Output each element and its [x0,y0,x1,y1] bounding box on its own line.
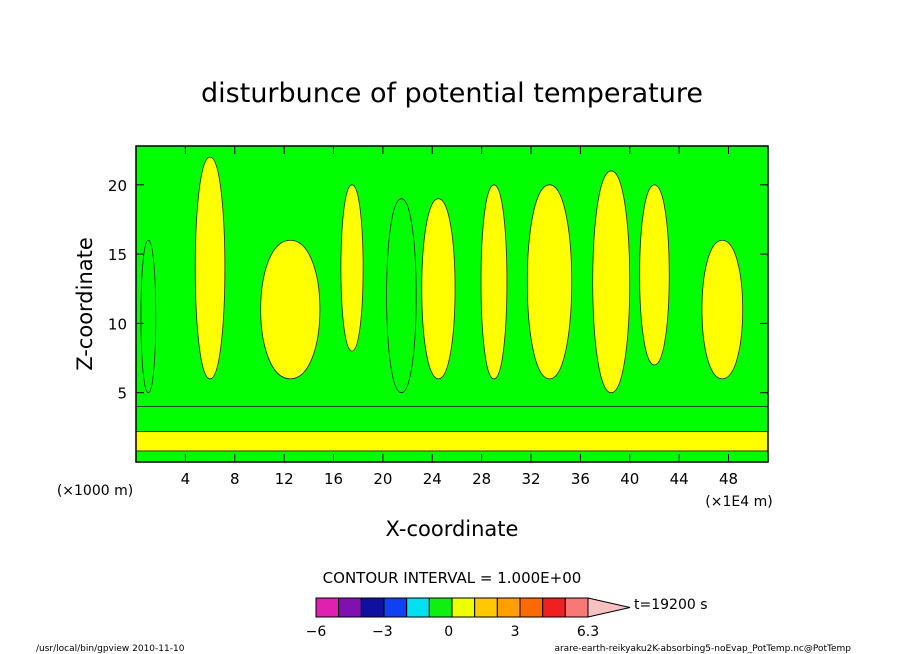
footer-right: arare-earth-reikyaku2K-absorbing5-noEvap… [554,644,851,654]
colorbar-swatch-11 [564,597,589,618]
x-tick-label-32: 32 [521,470,540,488]
footer-left: /usr/local/bin/gpview 2010-11-10 [36,644,185,654]
chart-title: disturbunce of potential temperature [201,78,703,109]
contour-plume-6 [480,184,508,380]
bands-layer [136,406,768,462]
contour-plume-7 [526,184,573,380]
contour-plume-8 [592,170,631,394]
colorbar-swatch-5 [428,597,453,618]
colorbar-tick-label-4: 6.3 [577,624,599,640]
plumes-layer [140,156,744,394]
x-tick-label-16: 16 [324,470,343,488]
y-tick-label-10: 10 [108,315,127,333]
x-tick-label-44: 44 [670,470,689,488]
x-axis-ticks: 4 8 12 16 20 24 28 32 36 40 44 48 [181,146,738,488]
colorbar-swatch-2 [360,597,385,618]
x-tick-label-12: 12 [275,470,294,488]
contour-plume-1 [194,156,226,380]
colorbar-extend-arrow [587,597,631,618]
plot-frame [135,145,769,463]
colorbar-tick-label-2: 0 [444,624,453,640]
plot-area [136,146,768,462]
colorbar-swatch-4 [406,597,430,618]
y-tick-label-15: 15 [108,246,127,264]
colorbar-swatch-7 [474,597,498,618]
x-unit-left: (×1000 m) [57,483,133,499]
contour-plume-2 [260,239,321,380]
contour-interval-label: CONTOUR INTERVAL = 1.000E+00 [323,569,582,587]
x-axis-label: X-coordinate [386,517,519,541]
contour-band-2 [136,406,768,432]
x-tick-label-36: 36 [571,470,590,488]
colorbar-tick-label-0: −6 [306,624,327,640]
colorbar [315,597,631,618]
colorbar-swatch-8 [496,597,521,618]
colorbar-tick-label-1: −3 [372,624,393,640]
x-tick-label-8: 8 [230,470,240,488]
x-tick-label-24: 24 [423,470,442,488]
colorbar-swatch-9 [519,597,544,618]
x-tick-label-4: 4 [181,470,191,488]
contour-plume-4 [386,198,417,394]
contour-plume-9 [639,184,670,366]
contour-band-0 [136,450,768,462]
y-axis-label: Z-coordinate [73,237,97,371]
colorbar-swatch-0 [315,597,340,618]
colorbar-swatch-10 [542,597,566,618]
contour-plume-3 [340,184,364,352]
x-tick-label-40: 40 [620,470,639,488]
x-tick-label-48: 48 [719,470,738,488]
colorbar-swatch-6 [451,597,476,618]
x-unit-right: (×1E4 m) [705,494,772,510]
y-axis-ticks: 5 10 15 20 [108,177,768,403]
colorbar-swatch-1 [338,597,362,618]
contour-plume-5 [421,198,456,380]
x-tick-label-20: 20 [373,470,392,488]
contour-plume-10 [701,239,744,380]
colorbar-tick-label-3: 3 [511,624,520,640]
contour-band-1 [136,431,768,452]
x-tick-label-28: 28 [472,470,491,488]
time-label: t=19200 s [634,597,708,613]
contour-plume-0 [140,239,157,394]
y-tick-label-5: 5 [117,385,127,403]
colorbar-ticks: −6 −3 0 3 6.3 [306,624,599,640]
colorbar-swatch-3 [383,597,408,618]
y-tick-label-20: 20 [108,177,127,195]
